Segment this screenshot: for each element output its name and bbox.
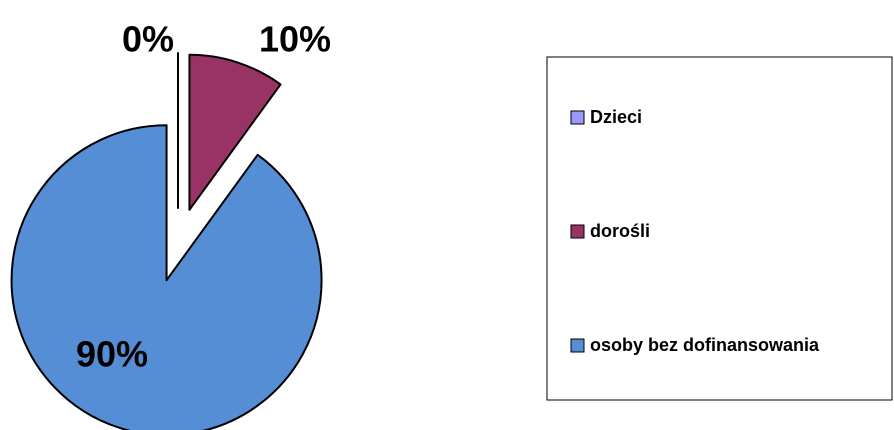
pie-slice <box>10 124 323 430</box>
legend-swatch <box>570 338 585 353</box>
legend-box <box>546 56 893 401</box>
slice-label: 90% <box>76 334 148 375</box>
slice-label: 0% <box>122 19 174 60</box>
legend-label: Dzieci <box>590 107 642 127</box>
pie-slice <box>188 53 282 211</box>
legend-label: dorośli <box>590 221 650 241</box>
legend-swatch <box>570 224 585 239</box>
legend-swatch <box>570 110 585 125</box>
slice-label: 10% <box>259 19 331 60</box>
legend-label: osoby bez dofinansowania <box>590 335 820 355</box>
